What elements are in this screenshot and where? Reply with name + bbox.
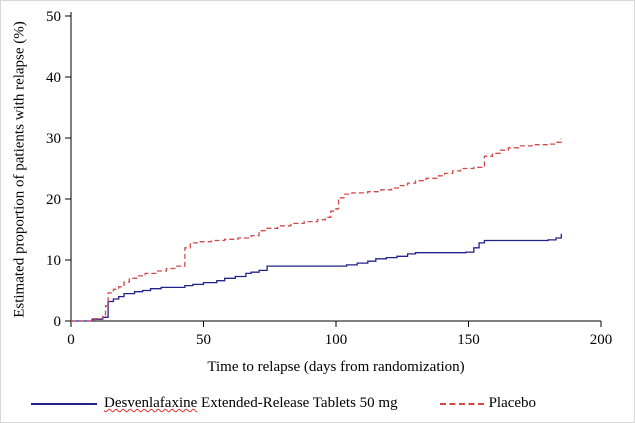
svg-text:40: 40 — [46, 70, 61, 86]
legend-label-first-word: Desvenlafaxine — [104, 395, 198, 411]
svg-text:0: 0 — [54, 314, 62, 330]
legend-line-dashed — [439, 402, 484, 405]
svg-text:10: 10 — [46, 253, 61, 269]
legend-label-placebo: Placebo — [488, 395, 537, 411]
svg-text:0: 0 — [67, 332, 75, 348]
legend: Desvenlafaxine Extended-Release Tablets … — [31, 395, 630, 412]
svg-text:50: 50 — [46, 9, 61, 25]
svg-text:50: 50 — [196, 332, 211, 348]
legend-label-desvenlafaxine: Desvenlafaxine Extended-Release Tablets … — [104, 395, 398, 411]
legend-line-solid — [31, 402, 97, 405]
svg-text:200: 200 — [590, 332, 613, 348]
svg-text:20: 20 — [46, 192, 61, 208]
svg-text:30: 30 — [46, 131, 61, 147]
svg-text:150: 150 — [457, 332, 480, 348]
svg-text:100: 100 — [325, 332, 348, 348]
plot-svg: 0 10 20 30 40 50 0 50 100 150 200 — [46, 9, 613, 348]
x-axis-title: Time to relapse (days from randomization… — [207, 359, 465, 375]
